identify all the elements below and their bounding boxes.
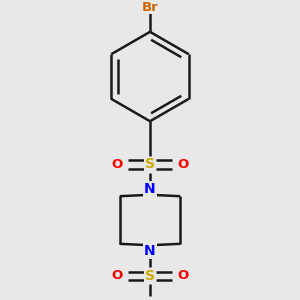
Text: O: O (111, 269, 122, 282)
Text: Br: Br (142, 1, 158, 14)
Text: S: S (145, 158, 155, 172)
Text: O: O (111, 158, 122, 171)
Text: N: N (144, 244, 156, 258)
Text: S: S (145, 268, 155, 283)
Text: O: O (178, 158, 189, 171)
Text: O: O (178, 269, 189, 282)
Text: N: N (144, 182, 156, 196)
